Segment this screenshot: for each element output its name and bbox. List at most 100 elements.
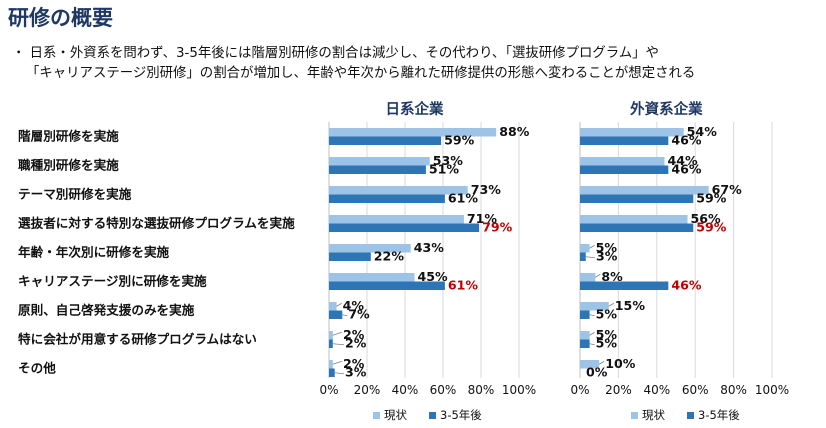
x-tick-label-2-4: 80% (720, 383, 747, 397)
leader-line-2-s1-6 (595, 273, 601, 278)
legend-label-2-1: 現状 (642, 408, 665, 422)
data-label-2-s2-3: 59% (696, 191, 727, 206)
data-label-1-s1-4: 71% (467, 211, 498, 226)
data-label-1-s2-4: 79% (482, 220, 513, 235)
data-label-2-s2-8: 5% (596, 336, 618, 351)
bar-1-s1-9 (329, 360, 333, 369)
bar-2-s1-4 (580, 215, 688, 224)
data-label-1-s2-2: 51% (429, 162, 460, 177)
bar-2-s2-7 (580, 310, 590, 319)
data-label-1-s2-5: 22% (374, 249, 405, 264)
legend-label-2-2: 3-5年後 (698, 408, 740, 422)
bar-1-s2-3 (329, 194, 445, 203)
data-label-1-s1-8: 2% (343, 327, 365, 342)
data-label-2-s1-2: 44% (667, 153, 698, 168)
data-label-1-s1-3: 73% (471, 182, 502, 197)
legend-swatch-2-2 (687, 412, 694, 419)
data-label-1-s2-3: 61% (448, 191, 479, 206)
data-label-1-s2-7: 7% (348, 307, 370, 322)
bar-1-s1-4 (329, 215, 464, 224)
bar-1-s1-1 (329, 128, 497, 137)
data-label-2-s2-2: 46% (671, 162, 702, 177)
category-label-8: 特に会社が用意する研修プログラムはない (18, 332, 257, 347)
leader-line-1-s2-8 (332, 343, 345, 346)
leader-line-2-s2-5 (585, 256, 596, 259)
data-label-1-s2-8: 2% (345, 336, 367, 351)
data-label-1-s1-7: 4% (343, 298, 365, 313)
data-label-1-s2-6: 61% (448, 278, 479, 293)
leader-line-1-s1-8 (332, 331, 343, 336)
bar-1-s1-5 (329, 244, 411, 253)
legend-label-1-1: 現状 (384, 408, 407, 422)
data-label-2-s2-9: 0% (586, 365, 608, 380)
leader-line-2-s2-8 (589, 343, 595, 346)
data-label-1-s1-6: 45% (418, 269, 449, 284)
data-label-2-s2-1: 46% (671, 133, 702, 148)
data-label-2-s1-8: 5% (596, 327, 618, 342)
bar-1-s2-1 (329, 136, 442, 145)
x-tick-label-1-0: 0% (319, 383, 338, 397)
bar-1-s2-8 (329, 339, 333, 348)
x-tick-label-1-1: 20% (354, 383, 381, 397)
data-label-2-s2-7: 5% (596, 307, 618, 322)
category-label-5: 年齢・年次別に研修を実施 (18, 245, 170, 260)
data-label-1-s1-1: 88% (499, 124, 530, 139)
leader-line-1-s1-7 (336, 302, 342, 307)
bar-2-s1-1 (580, 128, 684, 137)
category-label-3: テーマ別研修を実施 (18, 187, 132, 202)
panel-title-1: 日系企業 (386, 100, 444, 118)
data-label-2-s2-4: 59% (696, 220, 727, 235)
leader-line-1-s1-9 (332, 360, 343, 365)
bar-2-s1-9 (580, 360, 600, 369)
bar-2-s1-5 (580, 244, 590, 253)
leader-line-1-s2-9 (334, 372, 345, 375)
leader-line-2-s2-7 (589, 314, 595, 317)
bar-1-s2-9 (329, 368, 335, 377)
bar-1-s2-4 (329, 223, 480, 232)
data-label-2-s1-6: 8% (601, 269, 623, 284)
legend-label-1-2: 3-5年後 (440, 408, 482, 422)
x-tick-label-2-1: 20% (605, 383, 632, 397)
data-label-1-s1-2: 53% (433, 153, 464, 168)
x-tick-label-2-0: 0% (570, 383, 589, 397)
bar-2-s1-3 (580, 186, 709, 195)
x-tick-label-2-5: 100% (755, 383, 789, 397)
data-label-2-s1-4: 56% (691, 211, 722, 226)
bar-2-s1-8 (580, 331, 590, 340)
leader-line-2-s1-8 (589, 331, 595, 336)
data-label-1-s2-1: 59% (444, 133, 475, 148)
category-label-1: 階層別研修を実施 (18, 129, 119, 144)
data-label-2-s1-3: 67% (712, 182, 743, 197)
slide-title: 研修の概要 (8, 6, 113, 30)
panel-title-2: 外資系企業 (630, 100, 703, 118)
summary-bullet-line-1: ・ 日系・外資系を問わず、3-5年後には階層別研修の割合は減少し、その代わり、「… (12, 46, 659, 61)
bar-2-s1-6 (580, 273, 596, 282)
x-tick-label-1-5: 100% (502, 383, 536, 397)
x-tick-label-1-2: 40% (392, 383, 419, 397)
bar-2-s2-6 (580, 281, 669, 290)
data-label-1-s1-5: 43% (414, 240, 445, 255)
bar-1-s1-8 (329, 331, 333, 340)
data-label-2-s1-7: 15% (615, 298, 646, 313)
bar-1-s2-6 (329, 281, 445, 290)
leader-line-2-s1-9 (598, 360, 605, 365)
data-label-2-s1-1: 54% (687, 124, 718, 139)
data-label-2-s1-9: 10% (605, 356, 636, 371)
data-label-2-s2-6: 46% (671, 278, 702, 293)
bar-1-s1-2 (329, 157, 430, 166)
bar-1-s1-7 (329, 302, 337, 311)
leader-line-2-s1-5 (589, 244, 595, 249)
category-label-9: その他 (18, 361, 56, 376)
bar-1-s1-6 (329, 273, 415, 282)
summary-bullet-line-2: 「キャリアステージ別研修」の割合が増加し、年齢や年次から離れた研修提供の形態へ変… (26, 66, 696, 81)
legend-swatch-1-2 (429, 412, 436, 419)
x-tick-label-1-3: 60% (430, 383, 457, 397)
category-label-7: 原則、自己啓発支援のみを実施 (18, 303, 195, 318)
data-label-2-s2-5: 3% (596, 249, 618, 264)
bar-2-s1-2 (580, 157, 665, 166)
bar-2-s2-3 (580, 194, 694, 203)
category-label-4: 選抜者に対する特別な選抜研修プログラムを実施 (18, 216, 295, 231)
bar-1-s2-7 (329, 310, 343, 319)
bar-2-s2-4 (580, 223, 694, 232)
